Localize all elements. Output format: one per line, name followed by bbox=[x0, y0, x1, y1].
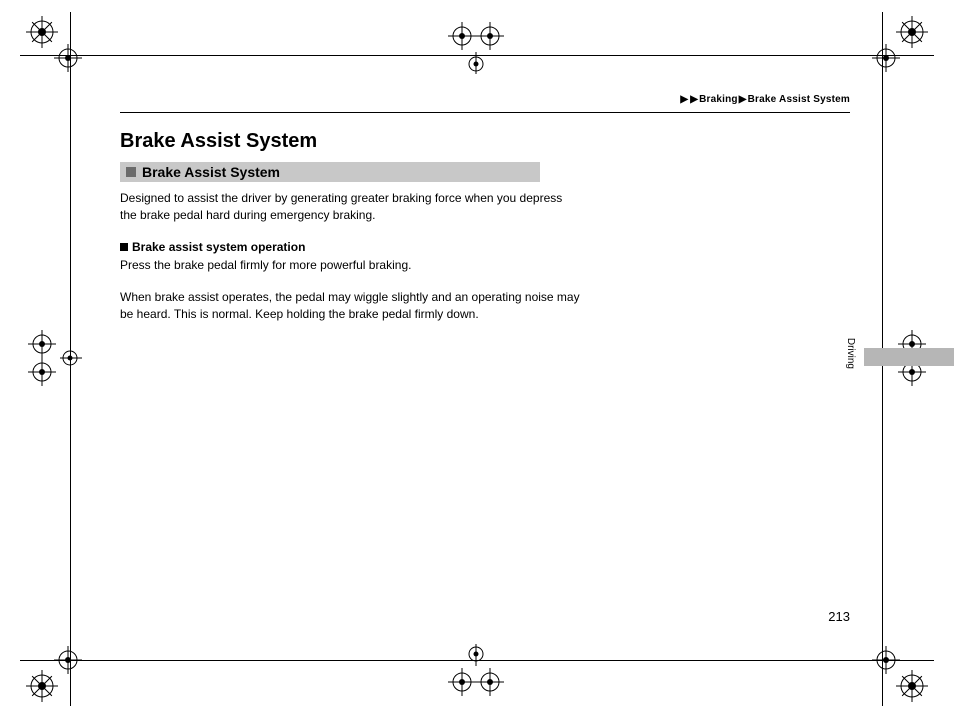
regmark-bl bbox=[22, 646, 82, 706]
breadcrumb-arrow-icon: ▶ bbox=[690, 94, 698, 105]
sub-heading-square-icon bbox=[120, 243, 128, 251]
sub-paragraph-2: When brake assist operates, the pedal ma… bbox=[120, 289, 580, 324]
section-side-label: Driving bbox=[845, 338, 856, 369]
sub-paragraph-1: Press the brake pedal firmly for more po… bbox=[120, 257, 580, 274]
breadcrumb-part2: Brake Assist System bbox=[748, 94, 850, 105]
section-square-icon bbox=[126, 167, 136, 177]
body-text: Designed to assist the driver by generat… bbox=[120, 190, 580, 337]
regmark-tl bbox=[22, 12, 82, 72]
section-side-tab bbox=[864, 348, 954, 366]
regmark-mt bbox=[448, 18, 504, 74]
breadcrumb-part1: Braking bbox=[699, 94, 738, 105]
page-number: 213 bbox=[828, 609, 850, 624]
section-heading-bar: Brake Assist System bbox=[120, 162, 540, 182]
manual-page: ▶▶Braking▶Brake Assist System Brake Assi… bbox=[0, 0, 954, 718]
page-title: Brake Assist System bbox=[120, 130, 317, 153]
section-heading-text: Brake Assist System bbox=[142, 164, 280, 180]
intro-paragraph: Designed to assist the driver by generat… bbox=[120, 190, 580, 225]
header-rule bbox=[120, 112, 850, 113]
sub-heading: Brake assist system operation bbox=[120, 239, 580, 256]
sub-heading-text: Brake assist system operation bbox=[132, 240, 305, 254]
regmark-br bbox=[872, 646, 932, 706]
regmark-tr bbox=[872, 12, 932, 72]
breadcrumb-arrow-icon: ▶ bbox=[739, 94, 747, 105]
breadcrumb: ▶▶Braking▶Brake Assist System bbox=[679, 94, 850, 105]
breadcrumb-arrow-icon: ▶ bbox=[680, 94, 688, 105]
regmark-mb bbox=[448, 644, 504, 700]
regmark-ml bbox=[22, 330, 82, 386]
